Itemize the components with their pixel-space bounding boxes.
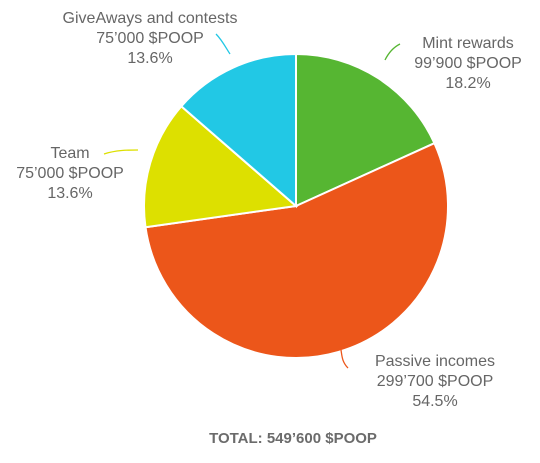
leader-line — [384, 43, 401, 61]
pie-slice-team — [143, 104, 299, 229]
slice-name: GiveAways and contests — [63, 10, 238, 27]
slice-amount: 75’000 $POOP — [96, 30, 204, 47]
slice-name: Passive incomes — [375, 353, 495, 370]
slice-label: GiveAways and contests 75’000 $POOP 13.6% — [63, 10, 238, 67]
slice-amount: 299’700 $POOP — [377, 373, 494, 390]
pie-slice-giveaways-and-contests — [179, 52, 297, 209]
slice-name: Team — [50, 145, 89, 162]
slice-amount: 99’900 $POOP — [414, 55, 522, 72]
leader-line — [215, 33, 231, 55]
pie-slice-mint-rewards — [295, 52, 436, 208]
slice-percent: 13.6% — [47, 185, 92, 202]
slice-percent: 54.5% — [412, 393, 457, 410]
slice-label: Mint rewards 99’900 $POOP 18.2% — [414, 35, 522, 92]
pie-slice-passive-incomes — [144, 141, 449, 359]
slice-label: Passive incomes 299’700 $POOP 54.5% — [375, 353, 495, 410]
slice-name: Mint rewards — [422, 35, 514, 52]
leader-line — [340, 349, 349, 369]
slice-amount: 75’000 $POOP — [16, 165, 124, 182]
slice-percent: 13.6% — [127, 50, 172, 67]
slice-percent: 18.2% — [445, 75, 490, 92]
chart-total: TOTAL: 549’600 $POOP — [209, 430, 377, 447]
leader-line — [103, 149, 139, 155]
slice-label: Team 75’000 $POOP 13.6% — [16, 145, 124, 202]
